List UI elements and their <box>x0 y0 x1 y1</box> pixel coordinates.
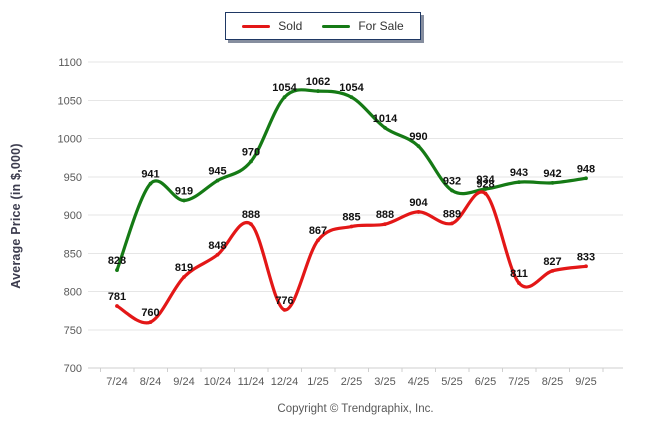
x-tick-label: 8/25 <box>542 376 563 388</box>
data-label-for-sale: 934 <box>476 174 495 186</box>
data-label-sold: 811 <box>510 268 528 280</box>
data-point-sold <box>316 238 320 243</box>
x-tick-label: 12/24 <box>271 376 299 388</box>
data-label-sold: 885 <box>342 211 360 223</box>
x-tick-label: 9/25 <box>575 376 596 388</box>
data-label-for-sale: 941 <box>141 169 159 181</box>
x-tick-label: 2/25 <box>341 376 362 388</box>
x-tick-label: 3/25 <box>374 376 395 388</box>
data-label-sold: 888 <box>376 209 394 221</box>
data-label-for-sale: 1054 <box>272 82 297 94</box>
data-label-sold: 928 <box>476 179 494 191</box>
y-tick-label: 700 <box>64 363 82 375</box>
x-tick-label: 11/24 <box>238 376 265 388</box>
data-label-sold: 819 <box>175 262 193 274</box>
data-point-for-sale <box>450 188 454 193</box>
x-tick-label: 7/24 <box>106 376 127 388</box>
data-label-for-sale: 1054 <box>339 82 364 94</box>
data-label-for-sale: 943 <box>510 167 528 179</box>
legend-label-for-sale: For Sale <box>358 19 404 33</box>
data-point-sold <box>282 307 287 312</box>
legend-container: Sold For Sale <box>0 12 646 40</box>
data-label-for-sale: 828 <box>108 255 126 267</box>
data-point-for-sale <box>383 125 387 130</box>
y-tick-label: 1050 <box>58 95 82 107</box>
legend-item-sold[interactable]: Sold <box>242 20 302 32</box>
y-tick-label: 900 <box>64 210 82 222</box>
y-axis-title: Average Price (in $,000) <box>9 143 23 289</box>
data-label-for-sale: 948 <box>577 163 595 175</box>
data-point-sold <box>416 210 421 214</box>
legend-label-sold: Sold <box>278 19 303 33</box>
y-tick-label: 800 <box>64 287 82 299</box>
data-point-sold <box>550 268 555 273</box>
data-label-for-sale: 1062 <box>306 76 330 88</box>
data-label-sold: 781 <box>108 291 126 303</box>
data-label-for-sale: 970 <box>242 146 260 158</box>
data-label-for-sale: 942 <box>543 168 561 180</box>
data-label-sold: 889 <box>443 208 461 220</box>
legend-item-for-sale[interactable]: For Sale <box>322 19 404 33</box>
data-point-sold <box>450 221 454 226</box>
y-tick-label: 1100 <box>58 57 82 69</box>
data-point-sold <box>249 222 253 227</box>
data-point-sold <box>483 191 488 196</box>
data-point-for-sale <box>182 198 186 203</box>
copyright-text: Copyright © Trendgraphix, Inc. <box>277 403 434 415</box>
data-point-for-sale <box>249 159 253 164</box>
series-line-for-sale <box>115 88 588 272</box>
data-point-for-sale <box>215 178 220 183</box>
data-label-for-sale: 919 <box>175 185 193 197</box>
y-tick-label: 1000 <box>58 134 82 146</box>
x-tick-label: 9/24 <box>173 376 194 388</box>
data-label-sold: 904 <box>409 197 428 209</box>
data-point-for-sale <box>416 144 421 149</box>
data-point-for-sale <box>584 176 588 181</box>
data-point-for-sale <box>282 95 287 100</box>
data-label-for-sale: 1014 <box>373 113 398 125</box>
data-label-sold: 867 <box>309 225 327 237</box>
data-point-for-sale <box>517 180 521 185</box>
data-point-sold <box>182 275 186 279</box>
x-tick-label: 1/25 <box>307 376 328 388</box>
data-label-sold: 760 <box>141 307 159 319</box>
data-point-for-sale <box>483 187 488 191</box>
data-label-for-sale: 990 <box>409 131 427 143</box>
data-label-sold: 827 <box>543 256 561 268</box>
data-label-for-sale: 945 <box>208 166 226 178</box>
data-point-sold <box>517 281 521 285</box>
y-tick-label: 750 <box>64 325 82 337</box>
data-label-sold: 833 <box>577 251 595 263</box>
x-tick-label: 10/24 <box>204 376 232 388</box>
data-point-sold <box>148 320 153 324</box>
y-tick-label: 850 <box>64 248 82 260</box>
data-point-sold <box>383 222 387 227</box>
x-tick-label: 5/25 <box>441 376 462 388</box>
data-point-sold <box>115 304 119 308</box>
sold-line-swatch <box>242 24 271 28</box>
for-sale-line-swatch <box>322 24 351 28</box>
data-point-for-sale <box>316 89 320 93</box>
data-label-sold: 848 <box>208 240 226 252</box>
data-point-sold <box>584 264 588 269</box>
legend: Sold For Sale <box>225 12 421 40</box>
data-label-for-sale: 932 <box>443 176 461 188</box>
data-point-for-sale <box>349 95 354 100</box>
data-point-for-sale <box>148 181 153 186</box>
x-tick-label: 6/25 <box>475 376 496 388</box>
x-tick-label: 8/24 <box>140 376 161 388</box>
x-tick-label: 4/25 <box>408 376 429 388</box>
x-tick-label: 7/25 <box>508 376 529 388</box>
data-point-sold <box>215 252 220 257</box>
data-point-sold <box>349 224 354 229</box>
data-label-sold: 888 <box>242 209 260 221</box>
data-point-for-sale <box>550 180 555 185</box>
data-point-for-sale <box>115 268 119 272</box>
y-tick-label: 950 <box>64 172 82 184</box>
data-label-sold: 776 <box>275 295 293 307</box>
